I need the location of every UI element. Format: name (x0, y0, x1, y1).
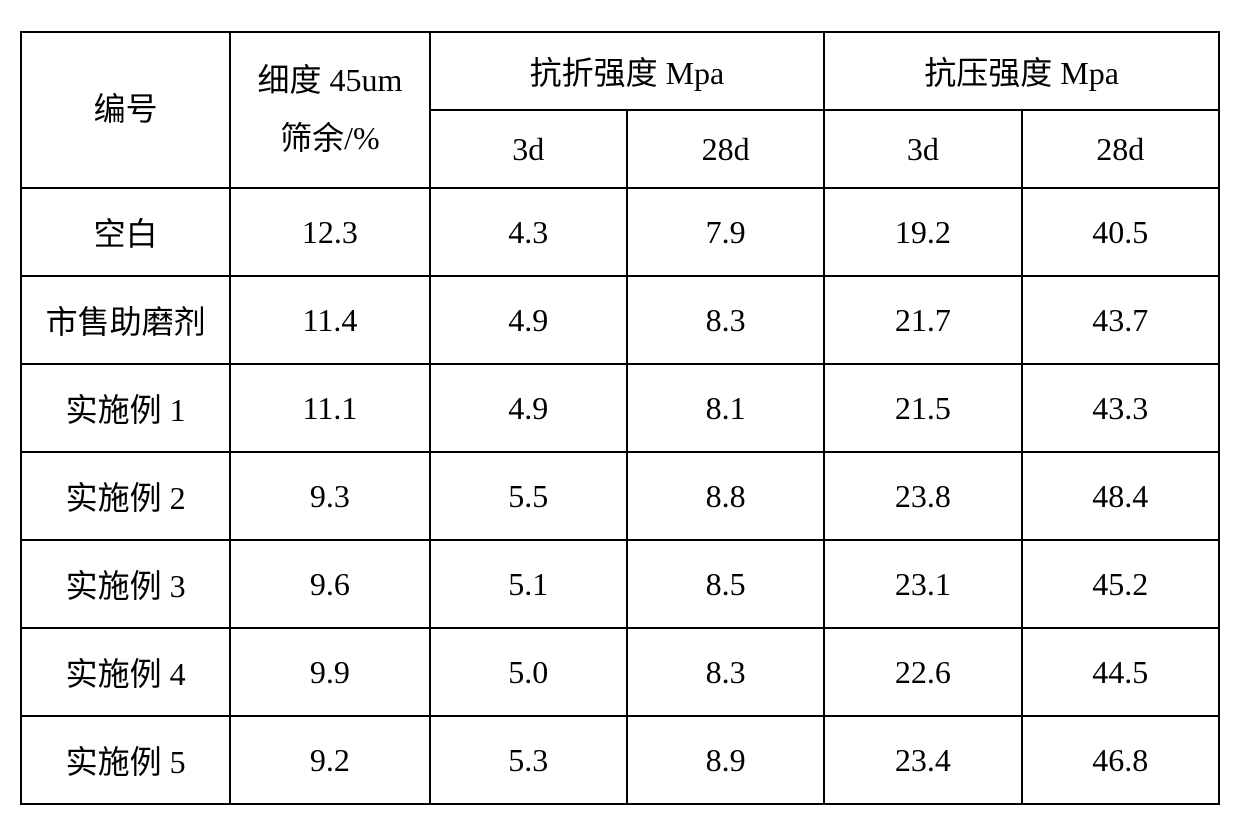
table-row: 实施例 4 9.9 5.0 8.3 22.6 44.5 (21, 628, 1219, 716)
cell-flex3d: 5.3 (430, 716, 627, 804)
cell-flex3d: 5.1 (430, 540, 627, 628)
cell-id: 市售助磨剂 (21, 276, 230, 364)
table-header: 编号 细度 45um 筛余/% 抗折强度 Mpa 抗压强度 Mpa 3d 28d… (21, 32, 1219, 188)
cell-id: 实施例 1 (21, 364, 230, 452)
fineness-line2: 筛余/% (231, 110, 428, 168)
fineness-line1: 细度 45um (231, 52, 428, 110)
table-body: 空白 12.3 4.3 7.9 19.2 40.5 市售助磨剂 11.4 4.9… (21, 188, 1219, 804)
header-flexural: 抗折强度 Mpa (430, 32, 825, 110)
header-comp-28d: 28d (1022, 110, 1219, 188)
header-id: 编号 (21, 32, 230, 188)
cell-fineness: 12.3 (230, 188, 429, 276)
cell-fineness: 9.9 (230, 628, 429, 716)
cell-comp3d: 19.2 (824, 188, 1021, 276)
cell-comp28d: 43.3 (1022, 364, 1219, 452)
cell-flex28d: 8.3 (627, 628, 824, 716)
cell-flex28d: 8.3 (627, 276, 824, 364)
cell-fineness: 11.4 (230, 276, 429, 364)
cell-fineness: 9.6 (230, 540, 429, 628)
cell-comp3d: 21.7 (824, 276, 1021, 364)
cell-flex28d: 7.9 (627, 188, 824, 276)
cell-comp28d: 43.7 (1022, 276, 1219, 364)
table-row: 实施例 5 9.2 5.3 8.9 23.4 46.8 (21, 716, 1219, 804)
cell-flex3d: 4.9 (430, 276, 627, 364)
cell-flex28d: 8.9 (627, 716, 824, 804)
cell-comp28d: 46.8 (1022, 716, 1219, 804)
cell-flex28d: 8.8 (627, 452, 824, 540)
table-row: 实施例 3 9.6 5.1 8.5 23.1 45.2 (21, 540, 1219, 628)
cell-flex3d: 5.0 (430, 628, 627, 716)
cell-id: 实施例 2 (21, 452, 230, 540)
cell-flex3d: 4.9 (430, 364, 627, 452)
cell-id: 空白 (21, 188, 230, 276)
cell-comp3d: 22.6 (824, 628, 1021, 716)
cell-comp3d: 21.5 (824, 364, 1021, 452)
header-flex-28d: 28d (627, 110, 824, 188)
data-table-container: 编号 细度 45um 筛余/% 抗折强度 Mpa 抗压强度 Mpa 3d 28d… (20, 31, 1220, 805)
cell-comp3d: 23.4 (824, 716, 1021, 804)
cell-comp28d: 40.5 (1022, 188, 1219, 276)
cell-id: 实施例 4 (21, 628, 230, 716)
header-comp-3d: 3d (824, 110, 1021, 188)
header-flex-3d: 3d (430, 110, 627, 188)
table-row: 实施例 1 11.1 4.9 8.1 21.5 43.3 (21, 364, 1219, 452)
cell-id: 实施例 3 (21, 540, 230, 628)
cell-id: 实施例 5 (21, 716, 230, 804)
table-row: 空白 12.3 4.3 7.9 19.2 40.5 (21, 188, 1219, 276)
header-row-1: 编号 细度 45um 筛余/% 抗折强度 Mpa 抗压强度 Mpa (21, 32, 1219, 110)
cell-fineness: 9.3 (230, 452, 429, 540)
cell-fineness: 9.2 (230, 716, 429, 804)
header-compressive: 抗压强度 Mpa (824, 32, 1219, 110)
cell-comp3d: 23.8 (824, 452, 1021, 540)
cell-flex28d: 8.1 (627, 364, 824, 452)
header-fineness: 细度 45um 筛余/% (230, 32, 429, 188)
cell-comp28d: 44.5 (1022, 628, 1219, 716)
cell-comp28d: 45.2 (1022, 540, 1219, 628)
cell-flex3d: 5.5 (430, 452, 627, 540)
cell-flex3d: 4.3 (430, 188, 627, 276)
cell-comp28d: 48.4 (1022, 452, 1219, 540)
cell-comp3d: 23.1 (824, 540, 1021, 628)
cell-fineness: 11.1 (230, 364, 429, 452)
cell-flex28d: 8.5 (627, 540, 824, 628)
table-row: 市售助磨剂 11.4 4.9 8.3 21.7 43.7 (21, 276, 1219, 364)
strength-data-table: 编号 细度 45um 筛余/% 抗折强度 Mpa 抗压强度 Mpa 3d 28d… (20, 31, 1220, 805)
table-row: 实施例 2 9.3 5.5 8.8 23.8 48.4 (21, 452, 1219, 540)
